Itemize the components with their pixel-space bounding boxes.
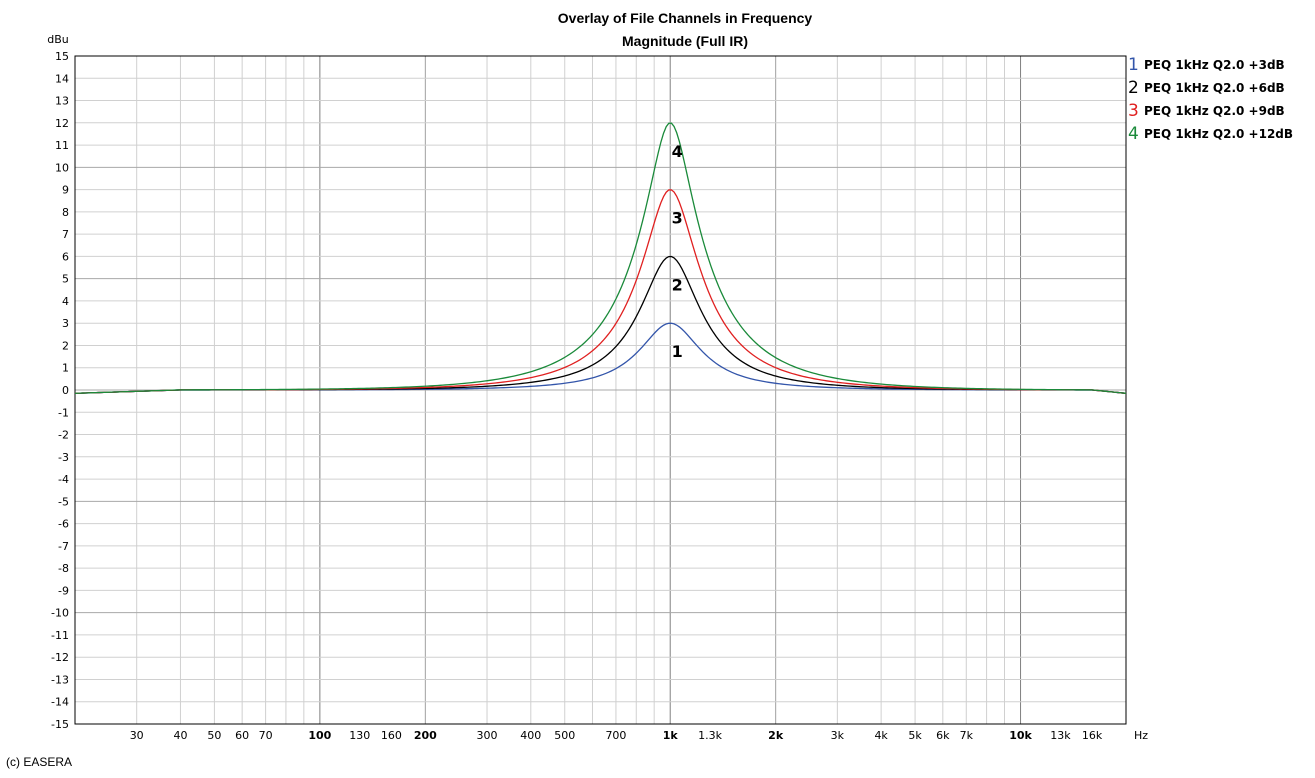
x-tick-label: 7k — [960, 729, 974, 742]
x-tick-label: 1k — [663, 729, 679, 742]
y-tick-label: 0 — [62, 384, 69, 397]
legend-label-2: PEQ 1kHz Q2.0 +6dB — [1144, 81, 1285, 95]
plot-frame — [74, 55, 1127, 725]
y-tick-label: 10 — [55, 161, 69, 174]
x-tick-label: 130 — [349, 729, 370, 742]
curve-label-1: 1 — [672, 342, 683, 361]
grid — [75, 56, 1126, 724]
copyright-text: (c) EASERA — [6, 755, 72, 769]
x-tick-label: 2k — [768, 729, 784, 742]
x-tick-label: 100 — [308, 729, 331, 742]
x-tick-label: 200 — [414, 729, 437, 742]
curve-label-3: 3 — [672, 209, 683, 228]
x-tick-label: 5k — [908, 729, 922, 742]
x-tick-label: 400 — [520, 729, 541, 742]
y-tick-label: -2 — [58, 429, 69, 442]
y-tick-label: 15 — [55, 50, 69, 63]
x-tick-label: 50 — [207, 729, 221, 742]
y-axis-ticks: 1514131211109876543210-1-2-3-4-5-6-7-8-9… — [51, 50, 69, 731]
curve-labels: 1 2 3 4 — [672, 142, 683, 361]
curves — [74, 122, 1127, 394]
y-tick-label: -15 — [51, 718, 69, 731]
y-tick-label: -7 — [58, 540, 69, 553]
y-tick-label: -8 — [58, 562, 69, 575]
y-tick-label: -3 — [58, 451, 69, 464]
y-tick-label: 5 — [62, 273, 69, 286]
y-tick-label: 13 — [55, 95, 69, 108]
x-tick-label: 30 — [130, 729, 144, 742]
legend-label-1: PEQ 1kHz Q2.0 +3dB — [1144, 58, 1285, 72]
legend-number-3: 3 — [1128, 101, 1139, 121]
x-tick-label: 500 — [554, 729, 575, 742]
x-tick-label: 40 — [173, 729, 187, 742]
y-tick-label: -4 — [58, 473, 69, 486]
series-line-3 — [74, 189, 1127, 394]
y-tick-label: 2 — [62, 339, 69, 352]
curve-label-4: 4 — [672, 142, 683, 161]
x-tick-label: 160 — [381, 729, 402, 742]
y-tick-label: 14 — [55, 72, 69, 85]
legend-number-1: 1 — [1128, 55, 1139, 75]
y-axis-unit: dBu — [47, 33, 69, 46]
y-tick-label: 11 — [55, 139, 69, 152]
chart-subtitle: Magnitude (Full IR) — [622, 33, 748, 49]
x-tick-label: 16k — [1082, 729, 1103, 742]
y-tick-label: -10 — [51, 607, 69, 620]
curve-label-2: 2 — [672, 275, 683, 294]
y-tick-label: 8 — [62, 206, 69, 219]
series-line-4 — [74, 122, 1127, 394]
y-tick-label: 9 — [62, 184, 69, 197]
y-tick-label: -5 — [58, 495, 69, 508]
y-tick-label: 6 — [62, 250, 69, 263]
x-tick-label: 300 — [477, 729, 498, 742]
y-tick-label: -1 — [58, 406, 69, 419]
y-tick-label: 4 — [62, 295, 69, 308]
legend-number-2: 2 — [1128, 78, 1139, 98]
legend-label-4: PEQ 1kHz Q2.0 +12dB — [1144, 127, 1293, 141]
x-axis-unit: Hz — [1134, 729, 1148, 742]
x-axis-ticks: 30 40 50 60 70 100 130 160 200 300 400 500 700 1k 1.3k… — [130, 729, 1103, 742]
legend: 1 PEQ 1kHz Q2.0 +3dB 2 PEQ 1kHz Q2.0 +6dB 3 P… — [1128, 55, 1293, 144]
x-tick-label: 4k — [874, 729, 888, 742]
series-line-1 — [74, 322, 1127, 394]
chart-title: Overlay of File Channels in Frequency — [558, 10, 813, 26]
y-tick-label: -6 — [58, 518, 69, 531]
x-tick-label: 10k — [1009, 729, 1032, 742]
x-tick-label: 3k — [831, 729, 845, 742]
x-tick-label: 6k — [936, 729, 950, 742]
x-tick-label: 1.3k — [698, 729, 722, 742]
y-tick-label: 3 — [62, 317, 69, 330]
y-tick-label: -9 — [58, 584, 69, 597]
y-tick-label: -13 — [51, 673, 69, 686]
x-tick-label: 70 — [259, 729, 273, 742]
x-tick-label: 60 — [235, 729, 249, 742]
y-tick-label: 7 — [62, 228, 69, 241]
legend-number-4: 4 — [1128, 124, 1139, 144]
y-tick-label: 1 — [62, 362, 69, 375]
y-tick-label: -14 — [51, 696, 69, 709]
y-tick-label: 12 — [55, 117, 69, 130]
x-tick-label: 700 — [605, 729, 626, 742]
x-tick-label: 13k — [1050, 729, 1071, 742]
y-tick-label: -11 — [51, 629, 69, 642]
y-tick-label: -12 — [51, 651, 69, 664]
legend-label-3: PEQ 1kHz Q2.0 +9dB — [1144, 104, 1285, 118]
